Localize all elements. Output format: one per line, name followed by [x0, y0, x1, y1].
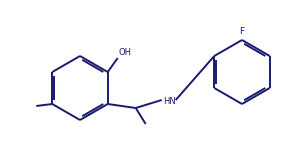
- Text: OH: OH: [119, 48, 132, 57]
- Text: HN: HN: [163, 96, 175, 105]
- Text: F: F: [239, 27, 244, 36]
